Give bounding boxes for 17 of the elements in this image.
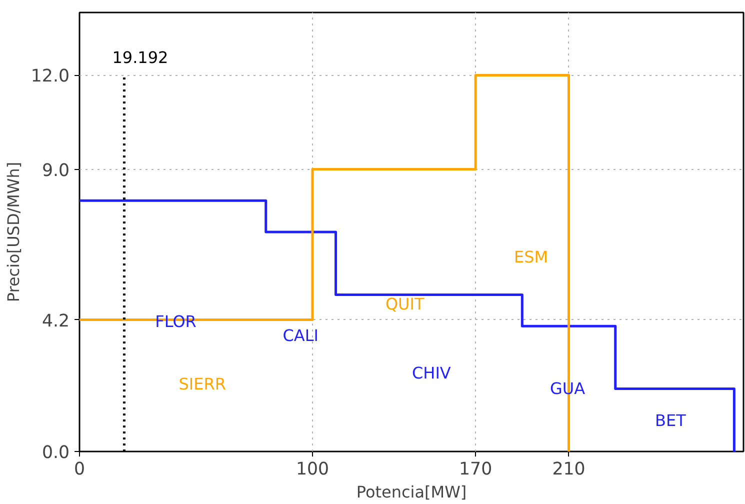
- annotation: CHIV: [412, 363, 451, 382]
- x-tick-label: 0: [74, 460, 86, 480]
- y-tick-label: 4.2: [42, 311, 70, 332]
- annotation: QUIT: [385, 294, 424, 314]
- y-tick-label: 0.0: [42, 443, 70, 463]
- annotation: SIERR: [178, 374, 226, 394]
- y-axis-title: Precio[USD/MWh]: [4, 162, 23, 302]
- ref-line-label: 19.192: [112, 48, 168, 68]
- annotation: CALI: [282, 326, 318, 346]
- y-tick-label: 12.0: [30, 66, 70, 87]
- x-tick-label: 100: [296, 460, 330, 480]
- x-axis-title: Potencia[MW]: [356, 482, 467, 502]
- x-tick-label: 210: [552, 460, 586, 480]
- x-tick-label: 170: [459, 460, 492, 480]
- annotation: BET: [655, 410, 686, 430]
- annotation: ESM: [514, 248, 548, 267]
- y-tick-label: 9.0: [42, 160, 70, 181]
